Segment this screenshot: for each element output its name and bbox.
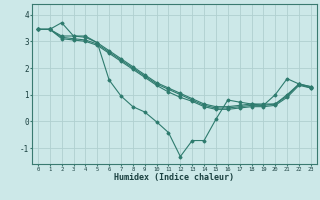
X-axis label: Humidex (Indice chaleur): Humidex (Indice chaleur) — [115, 173, 234, 182]
